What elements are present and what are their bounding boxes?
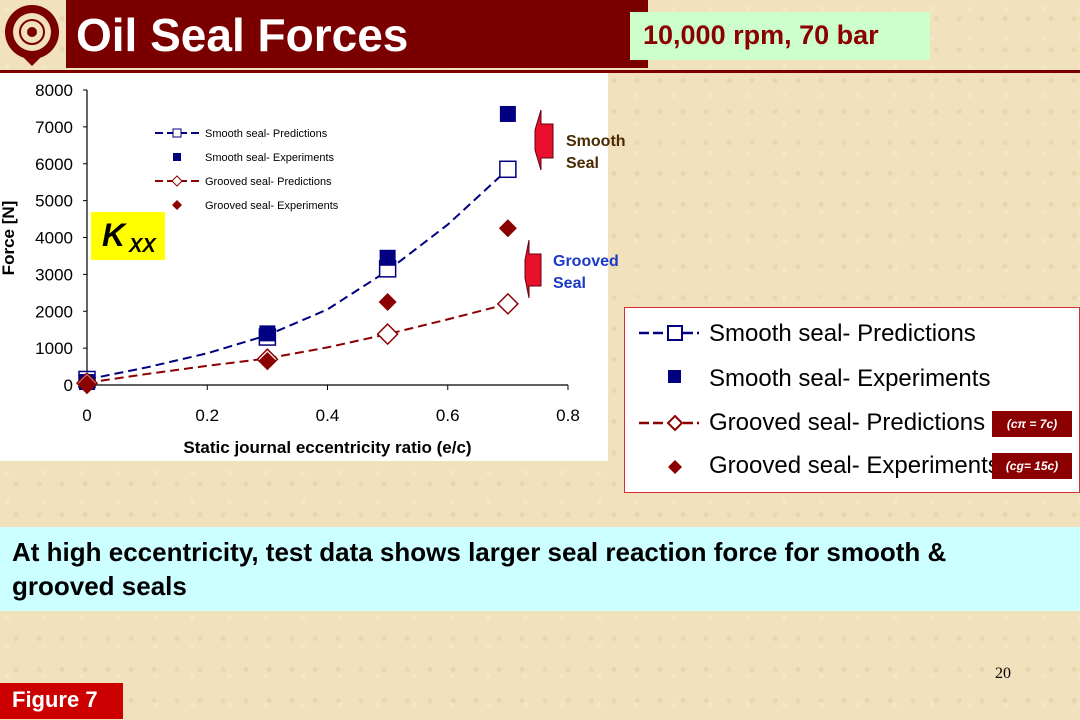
marker-grooved-experiment (258, 352, 277, 371)
title-bar (66, 0, 648, 68)
legend-panel: Smooth seal- Predictions Smooth seal- Ex… (624, 307, 1080, 493)
lab-logo (5, 5, 59, 66)
clearance-note-grooved: (cg= 15c) (992, 453, 1072, 479)
inner-legend-marker (172, 200, 182, 210)
inner-legend-label: Smooth seal- Predictions (205, 128, 328, 140)
legend-marker-smooth-predictions (639, 325, 699, 341)
x-tick-label: 0.8 (556, 406, 580, 425)
marker-smooth-experiment (379, 249, 396, 266)
grooved-seal-callout: Grooved Seal (553, 253, 619, 292)
x-tick-label: 0.4 (316, 406, 340, 425)
legend-marker-smooth-experiments (668, 370, 681, 383)
y-tick-label: 6000 (35, 155, 73, 174)
smooth-arrow-icon (534, 110, 554, 170)
conclusion-banner: At high eccentricity, test data shows la… (0, 527, 1080, 611)
figure-label: Figure 7 (12, 687, 98, 712)
y-tick-label: 1000 (35, 339, 73, 358)
marker-smooth-experiment (499, 105, 516, 122)
fit-curve (86, 168, 509, 381)
conclusion-text: At high eccentricity, test data shows la… (12, 537, 947, 601)
legend-markers (639, 325, 699, 474)
force-chart: 0 1000 2000 3000 4000 5000 6000 7000 8000 0 0.2 0.4… (0, 81, 580, 457)
chart-panel (0, 73, 608, 461)
y-tick-label: 5000 (35, 192, 73, 211)
grooved-arrow-icon (524, 240, 542, 298)
marker-grooved-experiment (498, 219, 517, 238)
inner-legend-marker (172, 128, 182, 138)
marker-grooved-prediction (496, 292, 519, 315)
legend-marker-grooved-predictions (639, 414, 699, 432)
conditions-badge (630, 12, 930, 60)
legend-entry-smooth-experiments: Smooth seal- Experiments (709, 365, 991, 392)
legend-entry-grooved-experiments: Grooved seal- Experiments (709, 452, 1000, 479)
marker-grooved-experiment (378, 293, 397, 312)
x-tick-label: 0.6 (436, 406, 460, 425)
y-axis-title: Force [N] (0, 201, 18, 276)
inner-legend-label: Grooved seal- Predictions (205, 176, 332, 188)
legend-entry-grooved-predictions: Grooved seal- Predictions (709, 409, 986, 436)
kxx-label: K XX (91, 212, 165, 260)
x-tick-label: 0 (82, 406, 91, 425)
y-tick-label: 2000 (35, 302, 73, 321)
legend-entry-smooth-predictions: Smooth seal- Predictions (709, 320, 976, 347)
conditions-text: 10,000 rpm, 70 bar (643, 20, 879, 50)
y-tick-label: 7000 (35, 118, 73, 137)
y-tick-label: 0 (64, 376, 73, 395)
marker-smooth-experiment (259, 325, 276, 342)
smooth-seal-callout: Smooth Seal (566, 133, 626, 172)
marker-grooved-prediction (376, 323, 399, 346)
fit-curve (86, 302, 509, 384)
y-tick-label: 3000 (35, 265, 73, 284)
kxx-subscript: XX (129, 235, 156, 257)
x-tick-label: 0.2 (195, 406, 219, 425)
kxx-main: K (102, 217, 126, 253)
clearance-note-smooth: (cπ = 7c) (992, 411, 1072, 437)
title-rule (0, 70, 1080, 73)
inner-legend-marker (173, 153, 181, 161)
y-tick-label: 8000 (35, 81, 73, 100)
marker-smooth-prediction (499, 160, 517, 179)
inner-legend-marker (171, 175, 183, 187)
page-number: 20 (995, 665, 1011, 682)
inner-legend-label: Grooved seal- Experiments (205, 200, 339, 212)
x-axis-title: Static journal eccentricity ratio (e/c) (183, 438, 471, 457)
y-tick-label: 4000 (35, 229, 73, 248)
page-title: Oil Seal Forces (76, 9, 409, 61)
figure-badge: Figure 7 (0, 683, 123, 719)
inner-legend-label: Smooth seal- Experiments (205, 152, 334, 164)
marker-grooved-experiment (78, 374, 96, 393)
legend-marker-grooved-experiments (668, 460, 682, 474)
